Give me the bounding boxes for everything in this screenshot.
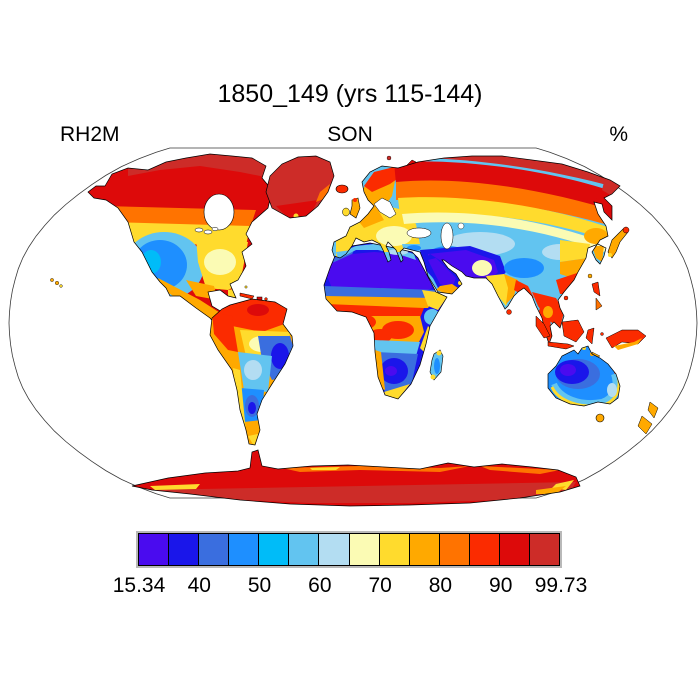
colorbar-segment-2 (198, 534, 229, 565)
variable-label: RH2M (60, 123, 120, 146)
sri-lanka (506, 309, 512, 315)
colorbar-segment-7 (348, 534, 379, 565)
colorbar (136, 531, 562, 568)
inland-seas (373, 197, 465, 250)
tasmania (595, 413, 605, 423)
colorbar-boxes (138, 533, 560, 566)
colorbar-segment-9 (408, 534, 439, 565)
japan (607, 226, 630, 259)
great-lake (194, 227, 204, 233)
coastline-north-america (87, 153, 273, 341)
colorbar-segment-10 (438, 534, 469, 565)
colorbar-segment-1 (168, 534, 199, 565)
hainan (563, 295, 569, 301)
colorbar-segment-4 (258, 534, 289, 565)
colorbar-segment-3 (228, 534, 259, 565)
coastline-antarctica (131, 449, 581, 507)
colorbar-segment-5 (288, 534, 319, 565)
coastline-south-america (209, 298, 294, 446)
great-lake (203, 229, 213, 235)
colorbar-tick-70: 70 (368, 574, 392, 597)
colorbar-tick-90: 90 (489, 574, 513, 597)
taiwan (587, 273, 593, 279)
colorbar-segment-8 (378, 534, 409, 565)
colorbar-tick-15.34: 15.34 (112, 574, 166, 597)
iceland (335, 184, 349, 194)
philippines (591, 281, 603, 311)
great-lake (211, 226, 219, 232)
continent-antarctica (132, 450, 580, 506)
colorbar-segment-11 (468, 534, 499, 565)
hudson-bay (203, 193, 235, 231)
season-label: SON (327, 123, 373, 146)
colorbar-tick-60: 60 (308, 574, 332, 597)
colorbar-tick-50: 50 (247, 574, 272, 597)
british-isles (342, 197, 361, 219)
coastline-africa (323, 242, 448, 400)
units-label: % (609, 123, 628, 146)
coastline-eurasia (331, 155, 621, 346)
madagascar (429, 349, 444, 381)
projection-outline (8, 147, 698, 499)
coastline-greenland (265, 155, 335, 219)
colorbar-segment-0 (139, 534, 169, 565)
colorbar-tick-40: 40 (187, 574, 211, 597)
colorbar-segment-6 (318, 534, 349, 565)
indonesia (535, 315, 647, 359)
plot-title: 1850_149 (yrs 115-144) (217, 80, 483, 108)
continent-south-america (210, 299, 293, 445)
colorbar-tick-80: 80 (428, 574, 453, 597)
coastline-australia (547, 345, 621, 407)
colorbar-tick-99.73: 99.73 (534, 574, 588, 597)
svalbard (386, 155, 392, 161)
new-zealand (637, 401, 659, 435)
hawaii-islands (50, 278, 63, 288)
colorbar-segment-13 (529, 534, 560, 565)
colorbar-segment-12 (498, 534, 530, 565)
